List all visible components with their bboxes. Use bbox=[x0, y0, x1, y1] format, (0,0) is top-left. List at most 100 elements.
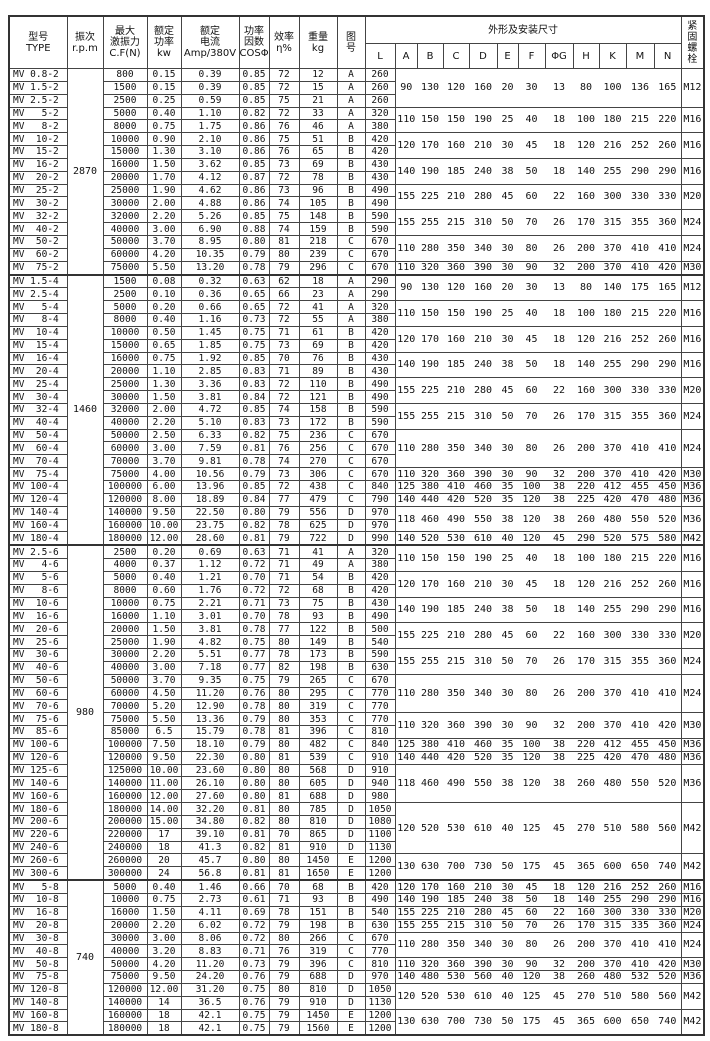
dimension-cell: 490 bbox=[443, 505, 469, 533]
dimension-cell: 412 bbox=[599, 737, 626, 752]
power-factor-cell: 0.85 bbox=[238, 93, 270, 108]
power-cell: 1.30 bbox=[146, 145, 182, 159]
figure-cell: A bbox=[336, 300, 366, 315]
power-cell: 0.75 bbox=[146, 893, 182, 907]
power-cell: 14.00 bbox=[146, 802, 182, 816]
dimension-cell: 60 bbox=[518, 905, 545, 920]
type-cell: MV 50-6 bbox=[8, 673, 68, 688]
dimension-cell: 155 bbox=[394, 377, 417, 404]
dimension-cell: 240 bbox=[469, 351, 497, 379]
type-cell: MV 5-8 bbox=[8, 879, 68, 895]
force-cell: 125000 bbox=[102, 763, 148, 778]
table-row: MV 60-6 60000 4.50 11.20 0.76 80 295 C 770 bbox=[8, 686, 704, 701]
type-cell: MV 85-6 bbox=[8, 725, 68, 739]
type-cell: MV 15-4 bbox=[8, 338, 68, 353]
header-current: 额定 电流 Amp/380V bbox=[180, 15, 240, 69]
header-dim-9: K bbox=[598, 43, 627, 69]
current-cell: 39.10 bbox=[180, 827, 240, 842]
power-factor-cell: 0.65 bbox=[238, 300, 270, 315]
dimension-cell: 630 bbox=[417, 1008, 443, 1036]
figure-cell: C bbox=[336, 454, 366, 469]
power-cell: 3.00 bbox=[146, 660, 182, 675]
type-cell: MV 70-6 bbox=[8, 699, 68, 714]
efficiency-cell: 70 bbox=[268, 879, 300, 895]
dimension-cell: 200 bbox=[573, 234, 599, 262]
dimension-cell: 290 bbox=[626, 596, 654, 624]
type-cell: MV 160-4 bbox=[8, 518, 68, 533]
dimension-cell: 360 bbox=[443, 712, 469, 739]
efficiency-cell: 77 bbox=[268, 492, 300, 507]
power-factor-cell: 0.80 bbox=[238, 505, 270, 520]
length-cell: 630 bbox=[364, 918, 396, 933]
efficiency-cell: 80 bbox=[268, 737, 300, 752]
type-cell: MV 8-6 bbox=[8, 583, 68, 598]
table-row: MV 32-2 32000 2.20 5.26 0.85 75 148 B 590 155 255 2… bbox=[8, 209, 705, 236]
current-cell: 42.1 bbox=[180, 1021, 240, 1036]
efficiency-cell: 74 bbox=[268, 196, 300, 211]
dimension-cell: 730 bbox=[469, 853, 497, 881]
current-cell: 11.20 bbox=[180, 686, 240, 701]
power-factor-cell: 0.71 bbox=[238, 596, 270, 611]
length-cell: 670 bbox=[364, 428, 396, 443]
dimension-cell: 310 bbox=[469, 647, 497, 675]
dimension-cell: 480 bbox=[654, 492, 682, 507]
table-row: MV 15-2 15000 1.30 3.10 0.86 76 65 B 420 bbox=[8, 145, 704, 159]
dimension-cell: 610 bbox=[469, 982, 497, 1010]
efficiency-cell: 82 bbox=[268, 660, 300, 675]
type-cell: MV 50-8 bbox=[8, 957, 68, 972]
length-cell: 490 bbox=[364, 609, 396, 624]
dimension-cell: 120 bbox=[394, 879, 417, 895]
power-cell: 3.20 bbox=[146, 944, 182, 959]
dimension-cell: 580 bbox=[654, 531, 682, 546]
efficiency-cell: 75 bbox=[268, 209, 300, 224]
dimension-cell: 170 bbox=[573, 918, 599, 933]
header-dim-3: C bbox=[442, 43, 470, 69]
efficiency-cell: 74 bbox=[268, 402, 300, 417]
current-cell: 11.20 bbox=[180, 957, 240, 972]
length-cell: 320 bbox=[364, 106, 396, 121]
weight-cell: 198 bbox=[298, 660, 338, 675]
dimension-cell: 650 bbox=[626, 853, 654, 881]
figure-cell: B bbox=[336, 183, 366, 198]
dimension-cell: 310 bbox=[469, 209, 497, 236]
weight-cell: 12 bbox=[298, 68, 338, 82]
weight-cell: 396 bbox=[298, 957, 338, 972]
weight-cell: 33 bbox=[298, 106, 338, 121]
weight-cell: 865 bbox=[298, 827, 338, 842]
type-cell: MV 120-6 bbox=[8, 750, 68, 765]
power-cell: 20 bbox=[146, 853, 182, 868]
type-cell: MV 20-6 bbox=[8, 622, 68, 637]
dimension-cell: 30 bbox=[497, 931, 518, 959]
weight-cell: 149 bbox=[298, 635, 338, 649]
dimension-cell: 26 bbox=[545, 428, 573, 469]
current-cell: 5.51 bbox=[180, 647, 240, 662]
type-cell: MV 32-2 bbox=[8, 209, 68, 224]
current-cell: 34.80 bbox=[180, 814, 240, 829]
dimension-cell: 160 bbox=[469, 68, 497, 108]
weight-cell: 539 bbox=[298, 750, 338, 765]
figure-cell: E bbox=[336, 853, 366, 868]
dimension-cell: 550 bbox=[626, 763, 654, 804]
efficiency-cell: 80 bbox=[268, 712, 300, 727]
table-row: MV 20-4 20000 1.10 2.85 0.83 71 89 B 430 bbox=[8, 364, 704, 379]
current-cell: 26.10 bbox=[180, 776, 240, 791]
current-cell: 18.10 bbox=[180, 737, 240, 752]
dimension-cell: 340 bbox=[469, 234, 497, 262]
type-cell: MV 16-2 bbox=[8, 157, 68, 172]
dimension-cell: 210 bbox=[469, 879, 497, 895]
power-factor-cell: 0.61 bbox=[238, 893, 270, 907]
dimension-cell: 360 bbox=[654, 209, 682, 236]
weight-cell: 159 bbox=[298, 222, 338, 236]
bolt-cell: M36 bbox=[680, 505, 705, 533]
dimension-cell: 255 bbox=[599, 351, 626, 379]
efficiency-cell: 73 bbox=[268, 157, 300, 172]
dimension-cell: 100 bbox=[573, 544, 599, 572]
figure-cell: B bbox=[336, 402, 366, 417]
length-cell: 990 bbox=[364, 531, 396, 546]
type-cell: MV 0.8-2 bbox=[8, 68, 68, 82]
power-cell: 1.30 bbox=[146, 377, 182, 392]
table-row: MV 140-6 140000 11.00 26.10 0.80 80 605 D 940 bbox=[8, 776, 704, 791]
dimension-cell: 360 bbox=[654, 647, 682, 675]
figure-cell: D bbox=[336, 995, 366, 1010]
dimension-cell: 220 bbox=[573, 480, 599, 494]
